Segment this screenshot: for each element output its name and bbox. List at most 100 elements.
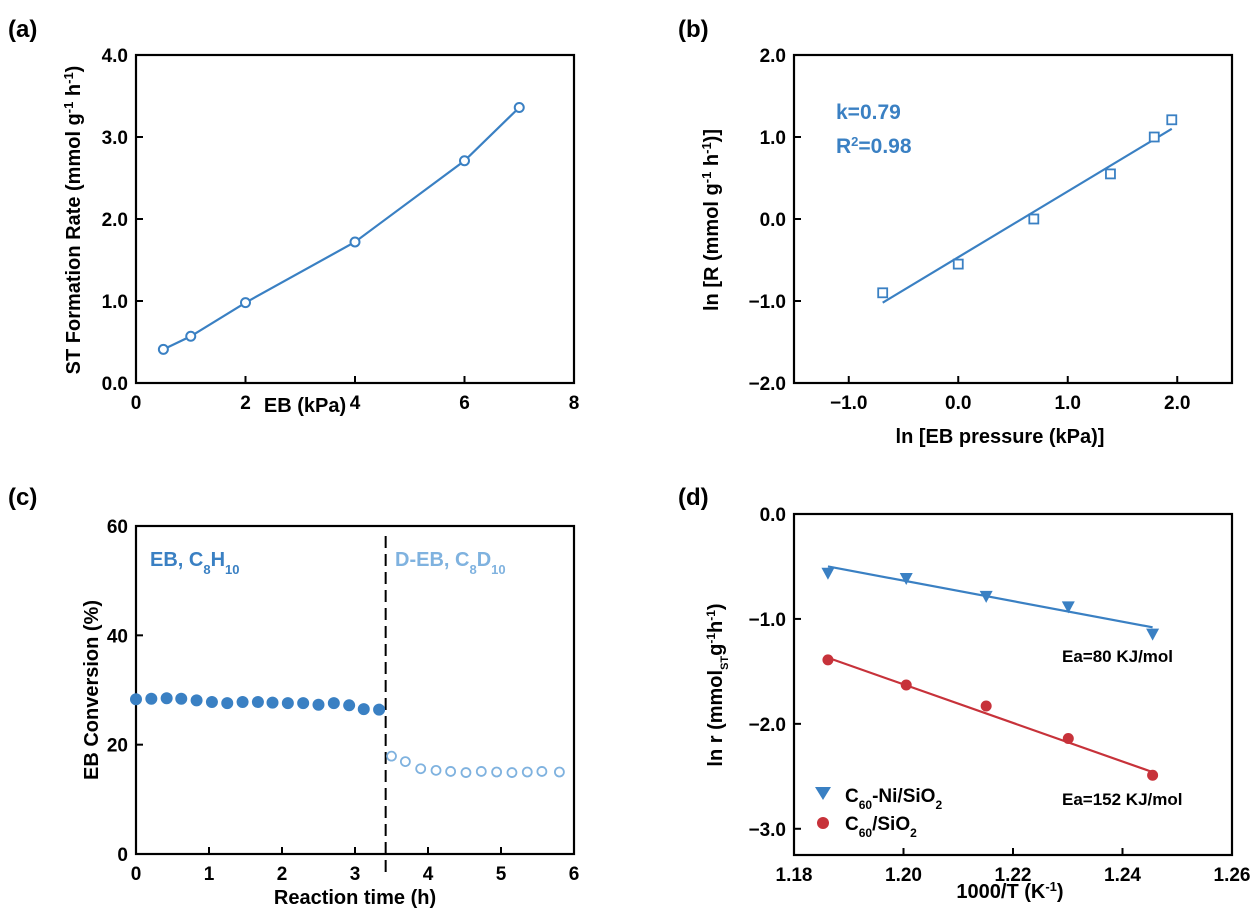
- panel-d-points: [821, 567, 1160, 781]
- panel-b-fit-line: [882, 127, 1173, 304]
- panel-c-deb-point: [491, 766, 503, 778]
- panel-b-ytick-label: −2.0: [748, 374, 786, 395]
- panel-c-frame: [134, 524, 576, 856]
- panel-c-eb-point: [130, 693, 142, 706]
- panel-d-label: (d): [678, 484, 709, 511]
- panel-d-c60-point: [900, 679, 912, 691]
- panel-a-xtick-label: 2: [240, 393, 251, 414]
- panel-c-xtick-label: 5: [496, 864, 507, 885]
- panel-d-ytick-label: −2.0: [748, 715, 786, 736]
- panel-b-data-point: [877, 287, 889, 299]
- panel-d-ticks: 1.18 1.20 1.22 1.24 1.26 −3.0 −2.0 −1.0 0.0: [748, 505, 1250, 886]
- panel-a-xlabel: EB (kPa): [264, 395, 346, 417]
- panel-d-fit-line-c60: [827, 656, 1153, 774]
- panel-c-eb-point: [373, 703, 386, 716]
- panel-b-xlabel: ln [EB pressure (kPa)]: [896, 426, 1105, 448]
- panel-d-ea1-annotation: Ea=80 KJ/mol: [1062, 647, 1173, 666]
- panel-d-c60-point: [980, 700, 992, 712]
- panel-b-ytick-label: 1.0: [760, 128, 786, 149]
- panel-c-eb-point: [266, 696, 279, 709]
- legend-label-c60-sio2: C60/SiO2: [845, 814, 917, 840]
- panel-d-fit-line-ni: [827, 565, 1153, 629]
- panel-d-c60-point: [1062, 733, 1074, 745]
- panel-d-c60-point: [1147, 769, 1159, 781]
- panel-a-frame: [134, 53, 576, 385]
- panel-d-xlabel: 1000/T (K-1): [956, 879, 1063, 904]
- panel-d-ni-point: [1061, 601, 1075, 614]
- panel-d-c60-point: [822, 654, 834, 666]
- panel-c-xtick-label: 6: [569, 864, 580, 885]
- panel-b-xtick-label: 1.0: [1055, 393, 1081, 414]
- panel-c-eb-point: [160, 692, 173, 705]
- panel-c-eb-point: [343, 699, 356, 712]
- panel-c-xtick-label: 1: [204, 864, 215, 885]
- panel-d-xtick-label: 1.20: [885, 865, 922, 886]
- panel-b-ylabel: ln [R (mmol g-1 h-1)]: [699, 129, 724, 311]
- panel-d-ni-point: [979, 590, 993, 603]
- panel-d-ni-point: [899, 573, 913, 586]
- panel-c-eb-point: [327, 697, 340, 710]
- panel-d-ytick-label: −1.0: [748, 610, 786, 631]
- panel-a-data-point: [459, 155, 470, 167]
- panel-c-eb-point: [145, 692, 158, 705]
- panel-d-ylabel: ln r (mmolSTg-1h-1): [704, 603, 731, 766]
- panel-b-xtick-label: 0.0: [945, 393, 971, 414]
- panel-c-ytick-label: 40: [107, 626, 128, 647]
- panel-a-xtick-label: 0: [131, 393, 142, 414]
- panel-c-eb-point: [312, 698, 325, 711]
- panel-c-xlabel: Reaction time (h): [274, 887, 436, 908]
- panel-a-ticks: 0 2 4 6 8 0.0 1.0 2.0 3.0 4.0: [102, 46, 580, 414]
- panel-c-eb-point: [190, 694, 203, 707]
- panel-c-deb-point: [506, 767, 518, 778]
- panel-a-ytick-label: 0.0: [102, 374, 128, 395]
- legend-marker-circle: [817, 817, 829, 829]
- panel-a-xtick-label: 8: [569, 393, 580, 414]
- panel-c-eb-point: [281, 697, 294, 710]
- panel-a-series-line: [162, 106, 521, 351]
- panel-c-deb-point: [475, 766, 487, 777]
- panel-d-ni-point: [821, 567, 835, 580]
- panel-c-eb-point: [205, 696, 218, 709]
- panel-b-xtick-label: 2.0: [1164, 393, 1190, 414]
- panel-d-xtick-label: 1.26: [1214, 865, 1251, 886]
- panel-a-ylabel: ST Formation Rate (mmol g-1 h-1): [61, 66, 86, 375]
- panel-d-ni-point: [1146, 628, 1160, 641]
- panel-c-deb-point: [554, 766, 565, 778]
- panel-d-ytick-label: 0.0: [760, 505, 786, 526]
- panel-a-data-point: [157, 343, 169, 355]
- legend-marker-triangle: [815, 787, 831, 800]
- panel-d-xtick-label: 1.18: [776, 865, 813, 886]
- panel-c-deb-point: [430, 764, 442, 776]
- panel-c-deb-point: [536, 766, 548, 777]
- panel-c-right-annotation: D-EB, C8D10: [395, 549, 506, 577]
- panel-c-xtick-label: 3: [350, 864, 361, 885]
- panel-a-data-point: [513, 101, 525, 113]
- panel-c-eb-point: [357, 703, 370, 716]
- panel-a-ytick-label: 1.0: [102, 292, 128, 313]
- panel-c-eb-point: [221, 697, 234, 710]
- panel-a-label: (a): [8, 16, 37, 43]
- panel-d-ea2-annotation: Ea=152 KJ/mol: [1062, 790, 1183, 809]
- panel-c-left-annotation: EB, C8H10: [150, 549, 240, 577]
- panel-c-deb-point: [521, 766, 533, 778]
- panel-c-deb-point: [399, 756, 411, 768]
- panel-c-xtick-label: 2: [277, 864, 288, 885]
- panel-b-data-point: [952, 258, 964, 270]
- panel-a-points: [157, 101, 525, 355]
- panel-c-xtick-label: 4: [423, 864, 434, 885]
- panel-d-xtick-label: 1.22: [995, 865, 1032, 886]
- panel-a-ytick-label: 2.0: [102, 210, 128, 231]
- panel-c-ytick-label: 0: [117, 845, 128, 866]
- panel-c-ylabel: EB Conversion (%): [81, 600, 103, 780]
- panel-b-label: (b): [678, 16, 709, 43]
- panel-d-xtick-label: 1.24: [1104, 865, 1141, 886]
- panel-c-ytick-label: 60: [107, 517, 128, 538]
- panel-a-data-point: [240, 297, 251, 309]
- legend-label-c60-ni-sio2: C60-Ni/SiO2: [845, 786, 942, 812]
- panel-b-ytick-label: −1.0: [748, 292, 786, 313]
- panel-a-ytick-label: 3.0: [102, 128, 128, 149]
- panel-c-xtick-label: 0: [131, 864, 142, 885]
- panel-b-r2-annotation: R2=0.98: [836, 134, 912, 159]
